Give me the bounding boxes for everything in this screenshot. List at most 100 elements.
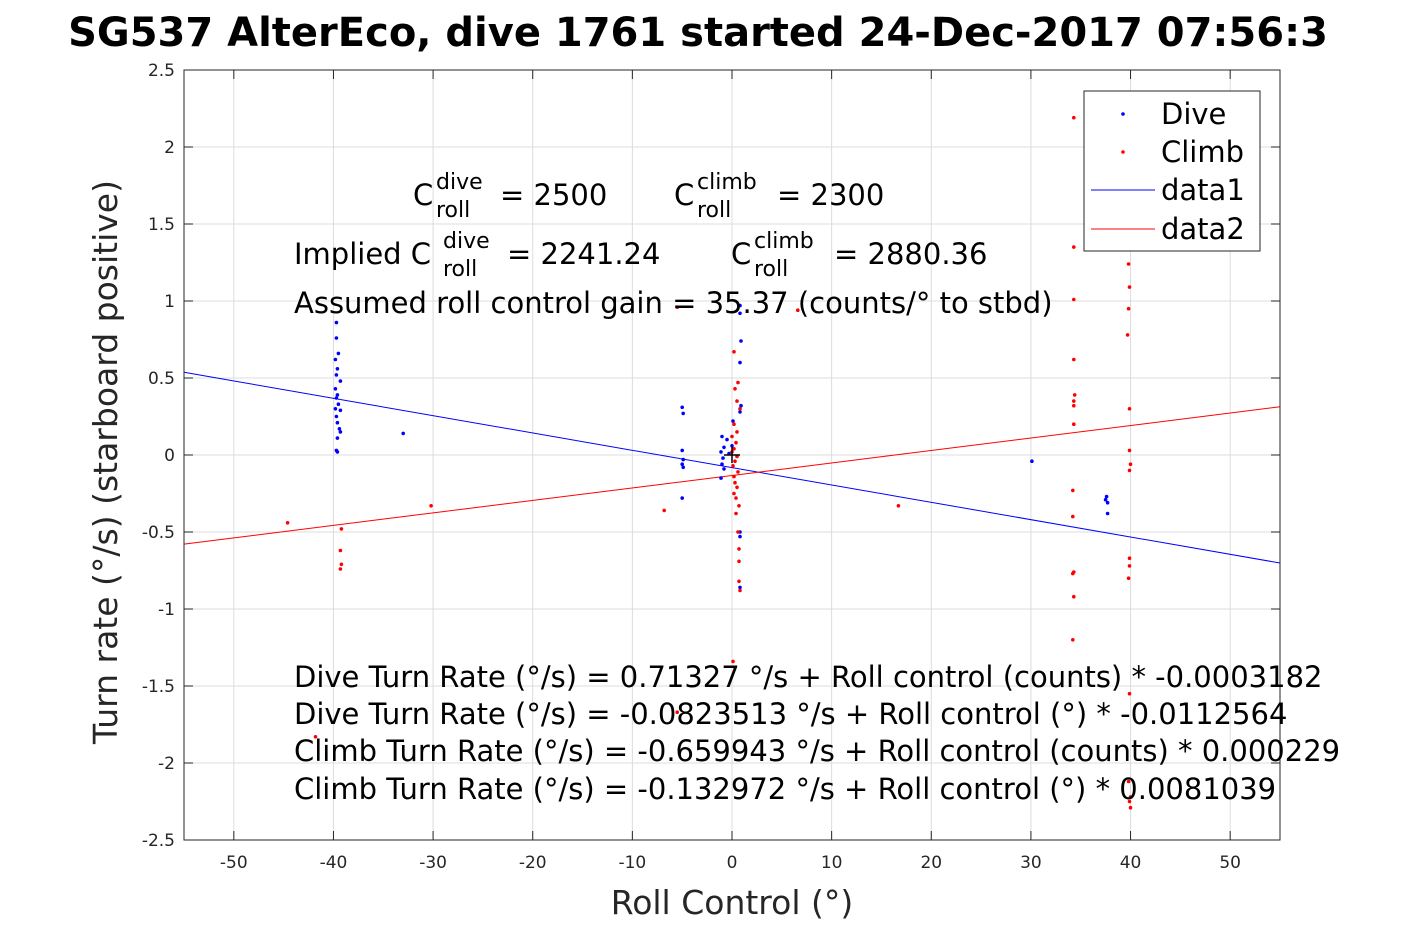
point-climb xyxy=(1126,306,1131,311)
point-climb xyxy=(730,434,734,439)
point-climb xyxy=(733,665,737,670)
point-dive xyxy=(681,465,685,470)
x-axis-label: Roll Control (°) xyxy=(611,883,854,922)
point-climb xyxy=(1128,805,1133,810)
point-dive xyxy=(335,420,340,425)
y-tick-label: -0.5 xyxy=(142,523,175,543)
point-dive xyxy=(336,402,341,407)
fit-lines xyxy=(183,371,1281,564)
implied-climb-symbol: C xyxy=(731,237,751,271)
series-line-data2 xyxy=(183,406,1281,545)
point-climb xyxy=(1072,403,1076,408)
point-climb xyxy=(1127,468,1132,473)
c-climb-symbol: C xyxy=(674,178,694,212)
data-points xyxy=(285,115,1133,810)
implied-dive-superscript: dive xyxy=(443,229,490,254)
point-climb xyxy=(737,547,741,551)
point-climb xyxy=(735,430,739,434)
point-climb xyxy=(1127,691,1132,696)
point-dive xyxy=(334,396,339,400)
point-climb xyxy=(338,548,343,553)
legend-dive-marker xyxy=(1121,112,1125,116)
point-climb xyxy=(1126,576,1131,580)
x-tick-label: -50 xyxy=(220,853,248,873)
y-tick-label: -2 xyxy=(158,754,175,774)
point-climb xyxy=(736,530,740,534)
point-dive xyxy=(739,403,743,408)
point-dive xyxy=(681,457,685,462)
y-axis-label: Turn rate (°/s) (starboard positive) xyxy=(86,180,125,745)
point-dive xyxy=(680,405,684,410)
x-tick-label: 50 xyxy=(1219,853,1241,873)
point-climb xyxy=(285,521,290,525)
fit-equation-4: Climb Turn Rate (°/s) = -0.132972 °/s + … xyxy=(294,772,1276,806)
point-dive xyxy=(680,462,684,467)
axis-ticks: -50 -40 -30 -20 -10 0 10 20 30 40 50-2.5-2-1.5-1-0… xyxy=(142,61,1280,873)
point-climb xyxy=(732,350,736,354)
point-dive xyxy=(738,311,742,316)
point-climb xyxy=(736,380,740,385)
c-climb-value: = 2300 xyxy=(777,178,884,212)
point-climb xyxy=(734,511,738,516)
legend-box xyxy=(1083,90,1261,252)
point-dive xyxy=(338,408,343,413)
point-climb xyxy=(1072,594,1076,599)
point-dive xyxy=(335,450,340,454)
point-dive xyxy=(738,303,742,308)
point-climb xyxy=(738,588,742,593)
legend: Dive Climb data1 data2 xyxy=(1083,90,1261,252)
implied-dive-value: = 2241.24 xyxy=(507,237,660,271)
point-climb xyxy=(731,464,735,468)
point-dive xyxy=(336,351,341,356)
coefficient-annotations: C dive roll = 2500 C climb roll = 2300 I… xyxy=(294,170,1053,320)
c-climb-subscript: roll xyxy=(697,198,731,223)
point-dive xyxy=(337,427,342,431)
point-climb xyxy=(1072,297,1076,302)
point-climb xyxy=(1128,795,1133,799)
point-dive xyxy=(1103,497,1108,502)
point-climb xyxy=(313,735,318,739)
legend-dive-label: Dive xyxy=(1161,97,1226,131)
point-climb xyxy=(733,459,737,464)
point-dive xyxy=(401,431,406,436)
point-climb xyxy=(1125,333,1130,337)
point-dive xyxy=(680,496,684,500)
point-dive xyxy=(719,450,723,454)
point-climb xyxy=(339,562,344,567)
point-climb xyxy=(734,496,738,500)
point-climb xyxy=(1127,799,1132,804)
y-tick-label: -2.5 xyxy=(142,831,175,851)
fit-equation-2: Dive Turn Rate (°/s) = -0.0823513 °/s + … xyxy=(294,697,1287,731)
point-dive xyxy=(680,448,684,453)
point-climb xyxy=(338,567,343,571)
regression-equations: Dive Turn Rate (°/s) = 0.71327 °/s + Rol… xyxy=(294,660,1340,806)
point-climb xyxy=(1127,285,1132,289)
point-climb xyxy=(429,504,433,508)
point-dive xyxy=(738,534,742,539)
x-tick-label: -40 xyxy=(320,853,348,873)
implied-climb-value: = 2880.36 xyxy=(834,237,987,271)
x-tick-label: 0 xyxy=(727,853,738,873)
point-climb xyxy=(1071,638,1075,642)
point-dive xyxy=(739,339,743,343)
point-dive xyxy=(725,437,729,442)
x-tick-label: -20 xyxy=(519,853,547,873)
point-climb xyxy=(1072,357,1076,362)
x-tick-label: 30 xyxy=(1020,853,1042,873)
point-climb xyxy=(1072,393,1077,397)
c-dive-subscript: roll xyxy=(436,198,470,223)
point-climb xyxy=(734,440,738,445)
point-climb xyxy=(1072,245,1076,249)
y-tick-label: -1.5 xyxy=(142,677,175,697)
y-tick-label: 0.5 xyxy=(148,369,175,389)
point-climb xyxy=(896,504,901,508)
fit-equation-3: Climb Turn Rate (°/s) = -0.659943 °/s + … xyxy=(294,734,1340,768)
point-climb xyxy=(1127,564,1132,568)
legend-data1-label: data1 xyxy=(1161,173,1245,207)
point-dive xyxy=(738,585,742,590)
point-dive xyxy=(338,379,343,383)
point-dive xyxy=(333,387,338,391)
point-dive xyxy=(1030,459,1034,464)
legend-climb-marker xyxy=(1121,150,1125,154)
point-climb xyxy=(1071,571,1075,576)
